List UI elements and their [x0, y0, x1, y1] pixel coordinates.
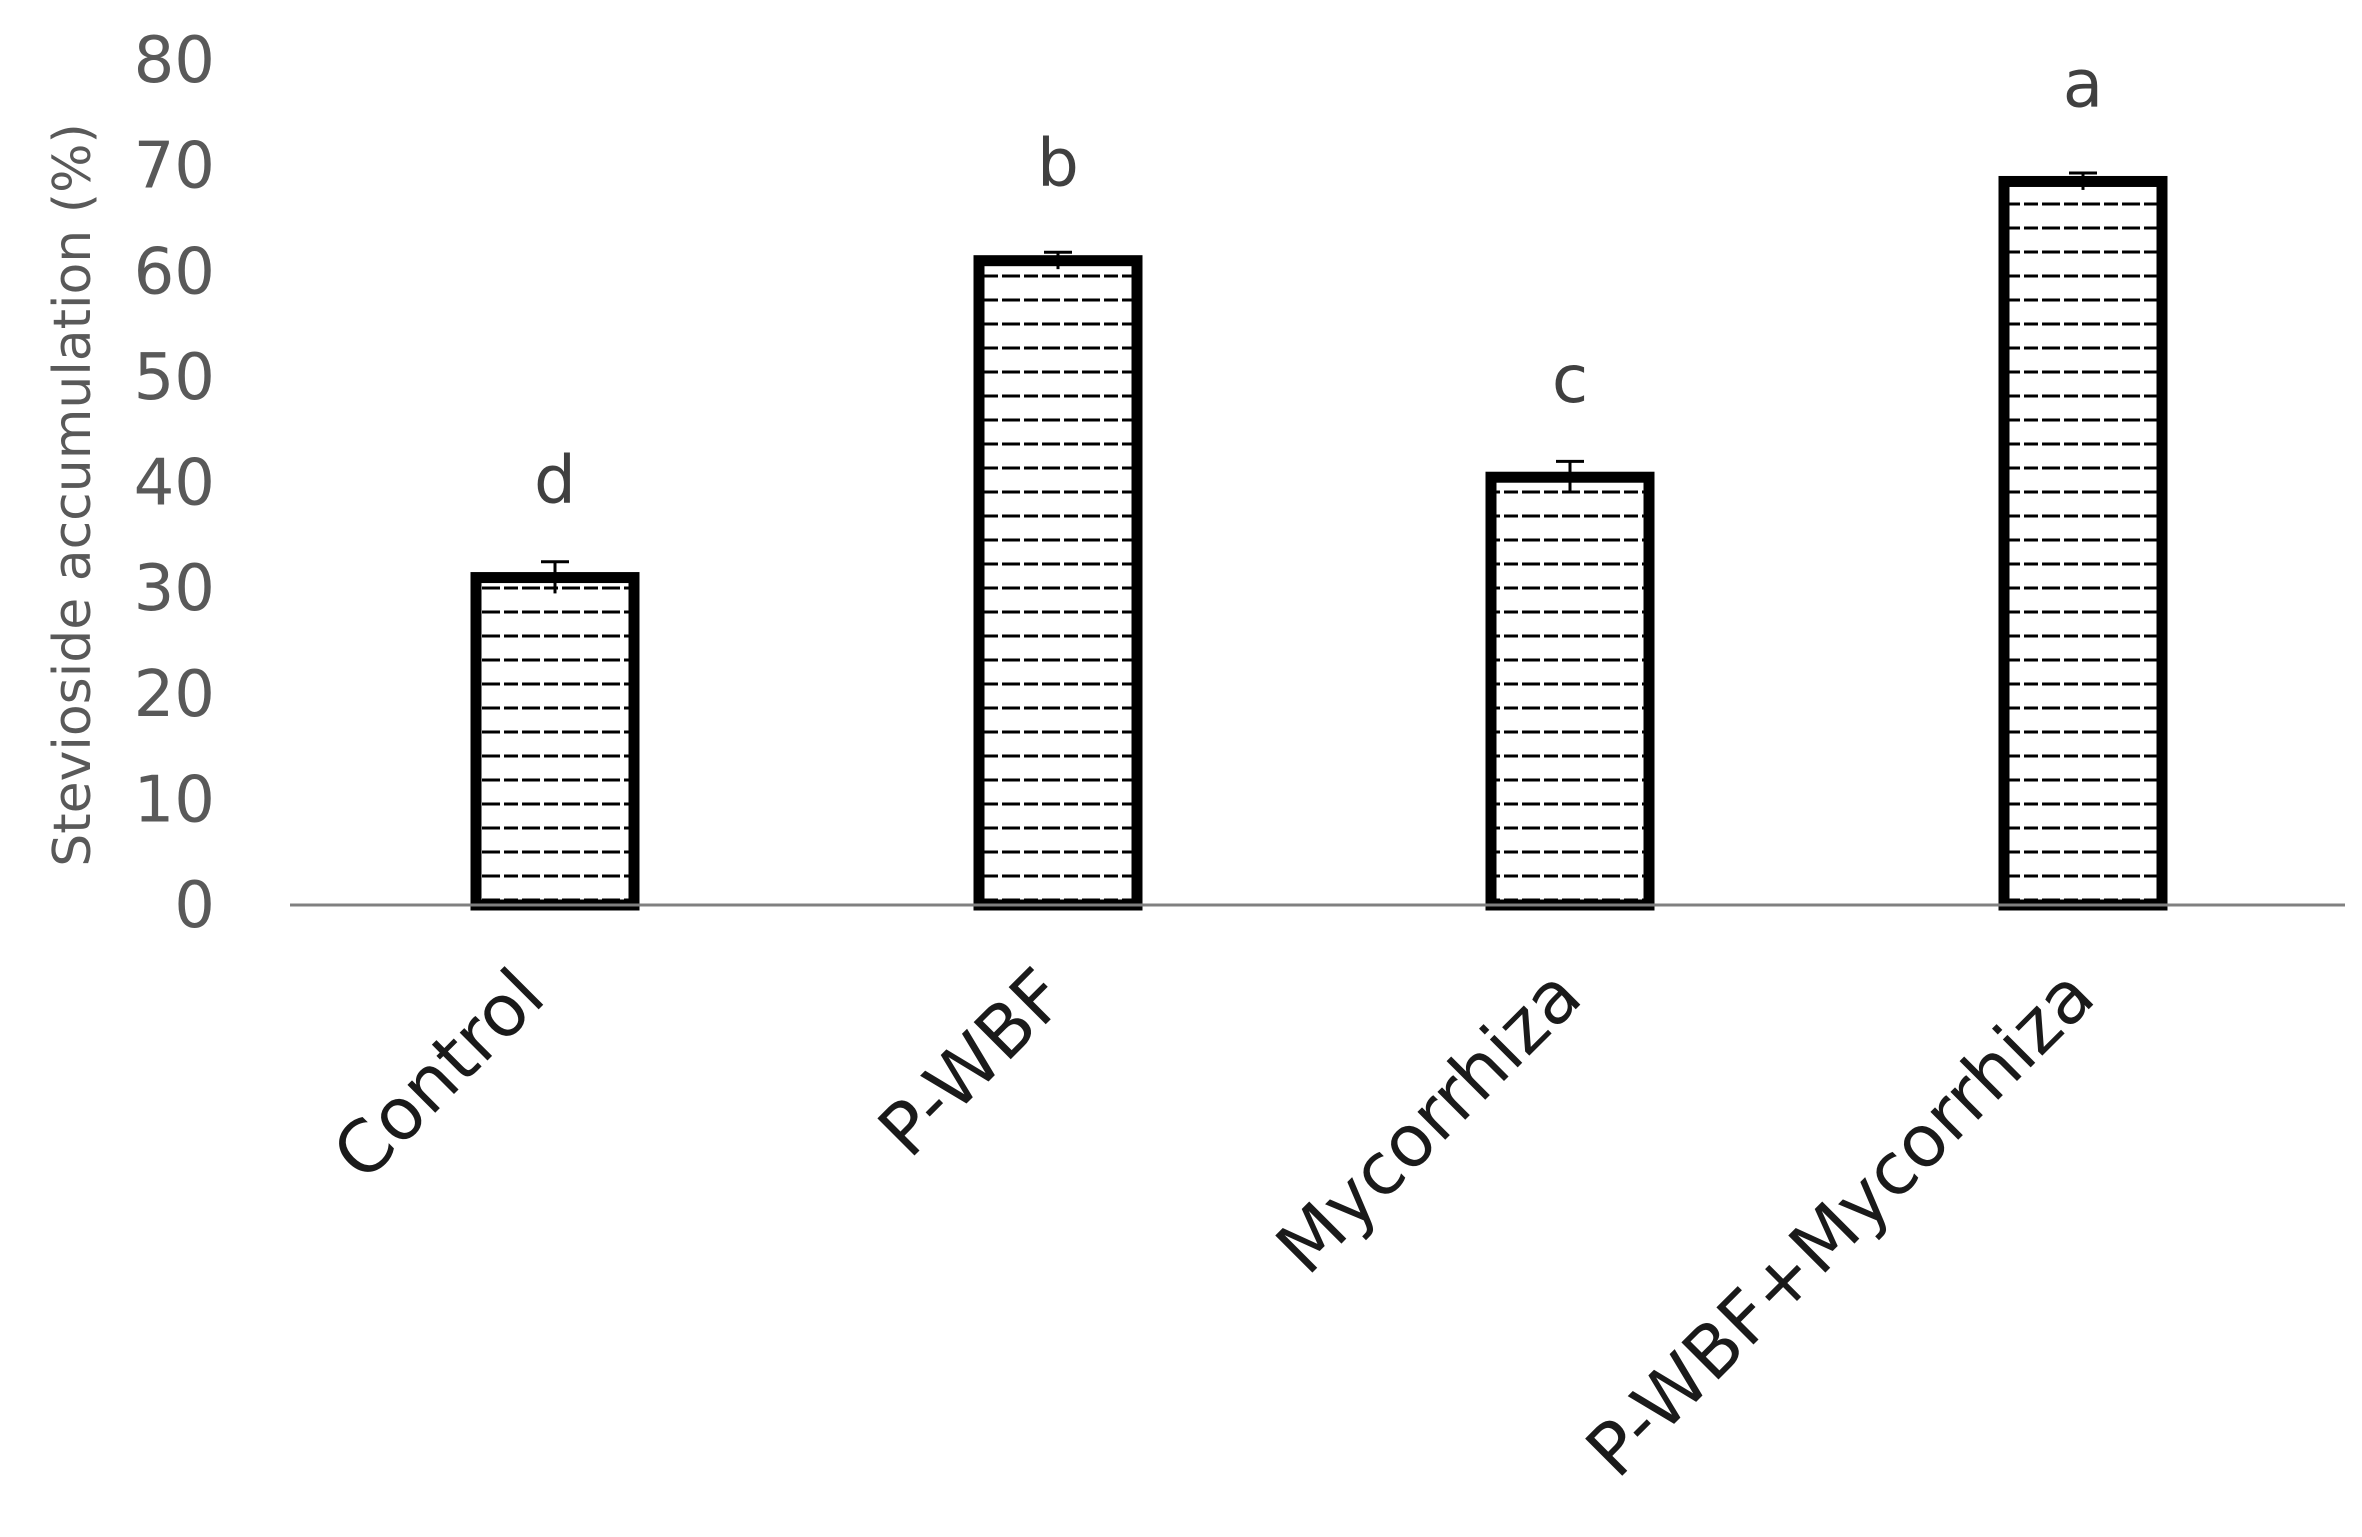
bar: [1998, 175, 2168, 911]
bar: [470, 572, 640, 911]
y-axis-title: Stevioside accumulation (%): [43, 123, 103, 867]
y-tick-label: 10: [134, 763, 215, 837]
bars: d b c a: [470, 45, 2168, 911]
error-bar: [1556, 459, 1584, 494]
significance-letter: a: [2063, 45, 2103, 122]
y-tick-label: 50: [134, 341, 215, 415]
y-tick-label: 60: [134, 235, 215, 309]
category-label: Control: [317, 953, 560, 1196]
y-tick-label: 0: [174, 869, 215, 943]
bar: [1485, 471, 1655, 911]
y-tick-label: 20: [134, 658, 215, 732]
category-label: Mycorrhiza: [1260, 953, 1597, 1290]
significance-letter: c: [1552, 341, 1588, 418]
significance-letter: b: [1037, 125, 1079, 202]
y-tick-label: 40: [134, 447, 215, 521]
bar: [973, 255, 1143, 911]
significance-letter: d: [534, 442, 576, 519]
error-bar: [541, 560, 569, 594]
y-tick-label: 30: [134, 552, 215, 626]
category-label: P-WBF: [862, 953, 1082, 1173]
error-bar: [1044, 250, 1072, 270]
category-label: P-WBF+Mycorrhiza: [1570, 953, 2110, 1493]
error-bar: [2069, 171, 2097, 190]
y-tick-label: 80: [134, 24, 215, 98]
y-axis-ticks: 0 10 20 30 40 50 60 70 80: [134, 24, 215, 943]
y-tick-label: 70: [134, 130, 215, 204]
